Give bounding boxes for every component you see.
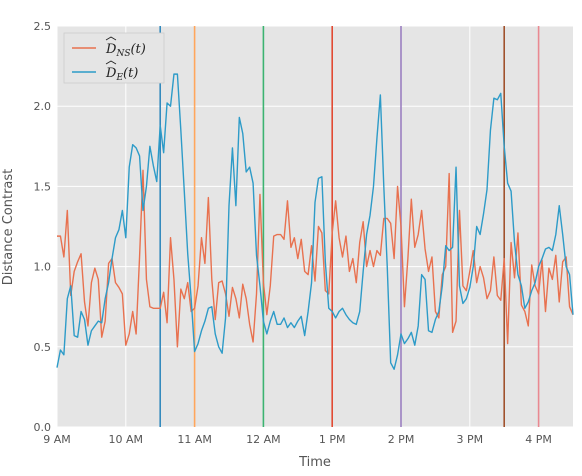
x-tick-label-3: 12 AM — [246, 433, 281, 446]
y-tick-labels: 0.0 0.5 1.0 1.5 2.0 2.5 — [34, 20, 52, 434]
y-tick-label-3: 1.5 — [34, 180, 52, 193]
legend-label-0: DNS(t) — [105, 42, 146, 59]
y-tick-label-0: 0.0 — [34, 421, 52, 434]
plot-background — [57, 26, 573, 427]
x-tick-label-1: 10 AM — [109, 433, 144, 446]
x-tick-label-2: 11 AM — [177, 433, 212, 446]
legend-label-1: DE(t) — [105, 66, 138, 83]
series-line-0 — [57, 169, 574, 348]
x-tick-labels: 9 AM 10 AM 11 AM 12 AM 1 PM 2 PM 3 PM 4 PM — [43, 433, 552, 446]
y-tick-label-1: 0.5 — [34, 341, 52, 354]
y-tick-label-2: 1.0 — [34, 261, 52, 274]
y-tick-label-4: 2.0 — [34, 100, 52, 113]
series-layer — [56, 73, 574, 370]
x-tick-label-4: 1 PM — [319, 433, 346, 446]
y-tick-label-5: 2.5 — [34, 20, 52, 33]
x-axis-title: Time — [298, 455, 331, 470]
x-tick-label-5: 2 PM — [388, 433, 415, 446]
y-axis-title: Distance Contrast — [1, 169, 16, 286]
series-line-1 — [56, 73, 574, 370]
x-tick-label-0: 9 AM — [43, 433, 71, 446]
x-tick-label-7: 4 PM — [525, 433, 552, 446]
legend-hat-1 — [105, 60, 117, 65]
legend: DNS(t) DE(t) — [63, 32, 165, 84]
legend-hat-0 — [105, 36, 117, 41]
legend-box — [63, 32, 165, 84]
x-tick-label-6: 3 PM — [456, 433, 483, 446]
